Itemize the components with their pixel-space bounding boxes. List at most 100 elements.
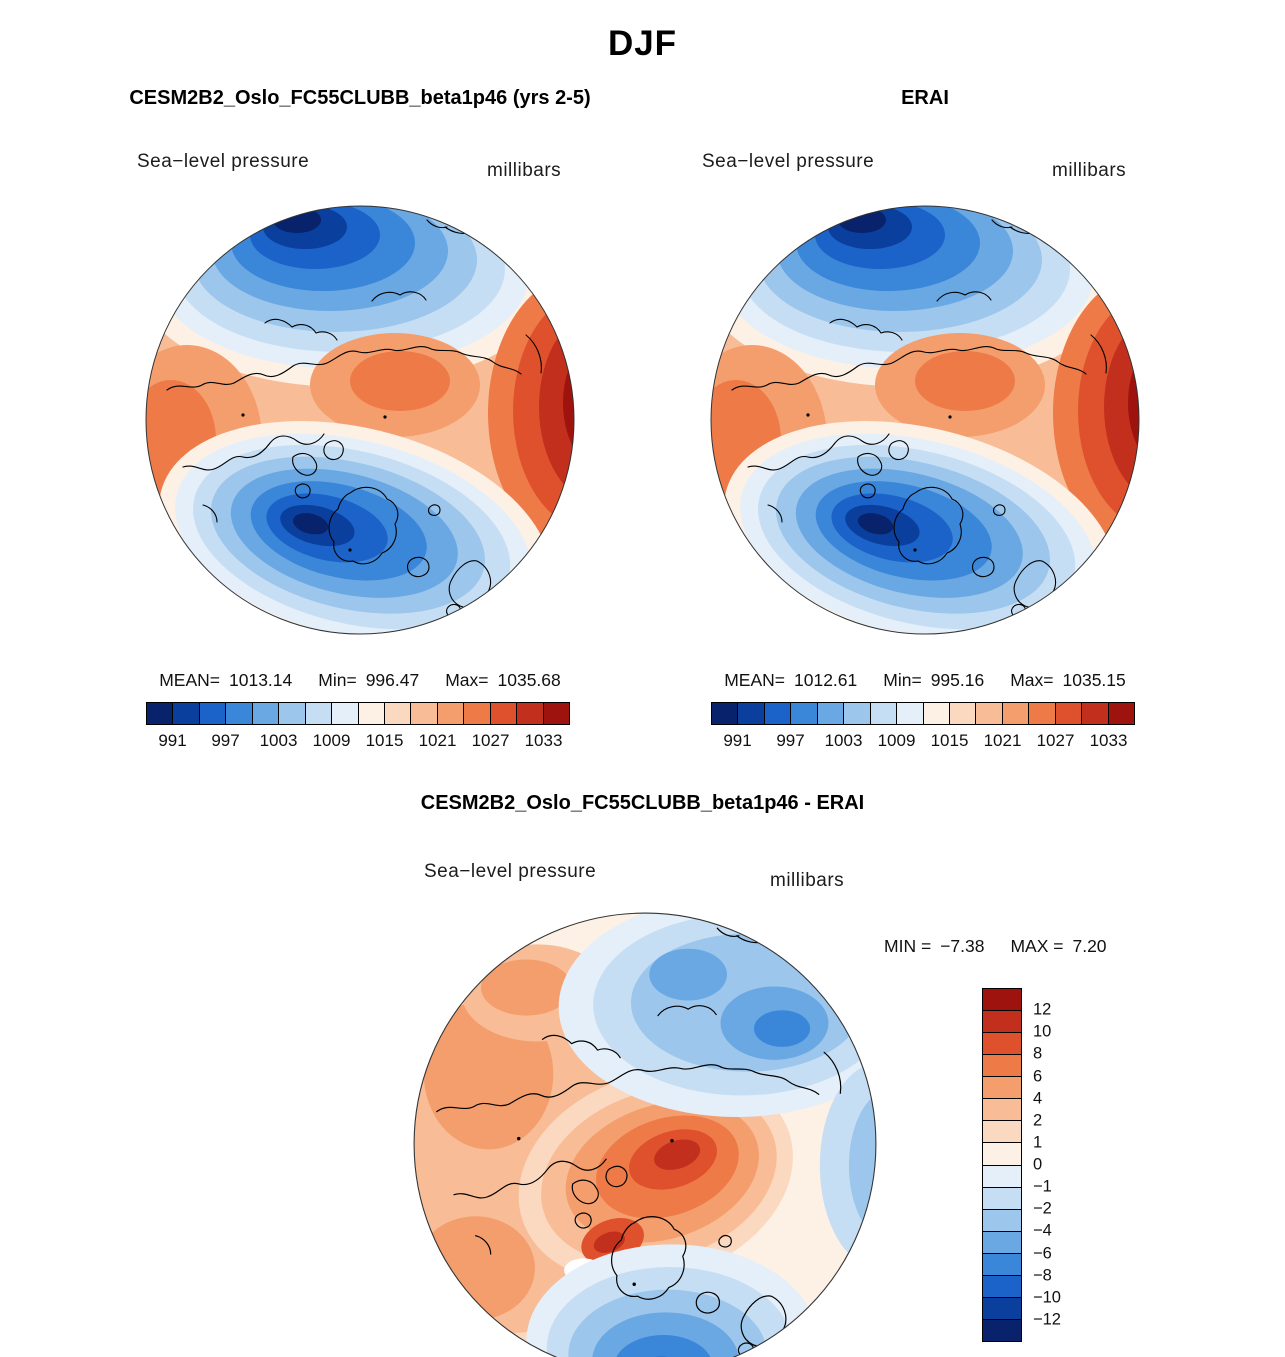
units-label-erai: millibars — [1052, 160, 1127, 181]
mean-label: MEAN= — [159, 670, 220, 690]
colorbar-segment — [923, 703, 950, 724]
colorbar-segment — [1108, 703, 1134, 724]
colorbar-diff — [982, 988, 1022, 1342]
colorbar-tick-label: 997 — [211, 731, 240, 750]
colorbar-tick-label: 997 — [776, 731, 805, 750]
field-label-erai: Sea−level pressure — [702, 151, 875, 172]
mean-value: 1013.14 — [229, 670, 293, 690]
field-label-diff: Sea−level pressure — [424, 861, 597, 882]
colorbar-tick-label: 1015 — [365, 731, 404, 750]
mean-value: 1012.61 — [794, 670, 858, 690]
min-value: −7.38 — [940, 936, 985, 956]
colorbar-segment — [983, 1077, 1021, 1100]
colorbar-tick-label: 1015 — [930, 731, 969, 750]
colorbar-tick-label: 2 — [1033, 1111, 1043, 1130]
colorbar-tick-label: 1021 — [418, 731, 457, 750]
units-label-diff: millibars — [770, 870, 845, 891]
max-value: 7.20 — [1072, 936, 1107, 956]
slp-map-erai — [710, 205, 1140, 635]
panel-title-model: CESM2B2_Oslo_FC55CLUBB_beta1p46 (yrs 2-5… — [129, 87, 591, 109]
colorbar-segment — [738, 703, 765, 724]
colorbar-segment — [983, 989, 1021, 1012]
colorbar-tick-label: −1 — [1033, 1177, 1052, 1196]
colorbar-segment — [199, 703, 227, 724]
stats-erai: MEAN= 1012.61 Min= 995.16 Max= 1035.15 — [685, 670, 1165, 691]
colorbar-tick-label: 1021 — [983, 731, 1022, 750]
colorbar-segment — [983, 1143, 1021, 1166]
colorbar-tick-label: 6 — [1033, 1067, 1043, 1085]
colorbar-segment — [464, 703, 491, 724]
colorbar-tick-label: −2 — [1033, 1199, 1052, 1218]
colorbar-tick-label: 8 — [1033, 1044, 1043, 1063]
slp-map-model — [145, 205, 575, 635]
colorbar-model — [146, 702, 570, 725]
stats-diff: MIN = −7.38 MAX = 7.20 — [884, 936, 1107, 957]
colorbar-tick-label: 1027 — [1036, 731, 1075, 750]
min-value: 995.16 — [930, 670, 985, 690]
colorbar-segment — [983, 1099, 1021, 1122]
min-label: MIN = — [884, 936, 932, 956]
colorbar-segment — [1082, 703, 1109, 724]
colorbar-segment — [983, 1319, 1021, 1341]
colorbar-tick-label: 10 — [1033, 1022, 1052, 1041]
figure-title: DJF — [607, 24, 678, 63]
colorbar-segment — [1055, 703, 1083, 724]
colorbar-tick-label: −12 — [1033, 1310, 1061, 1329]
colorbar-tick-label: −4 — [1033, 1221, 1052, 1240]
colorbar-segment — [384, 703, 412, 724]
colorbar-segment — [1029, 703, 1056, 724]
colorbar-segment — [764, 703, 792, 724]
colorbar-segment — [983, 1209, 1021, 1232]
colorbar-segment — [897, 703, 924, 724]
colorbar-segment — [279, 703, 306, 724]
colorbar-segment — [437, 703, 465, 724]
panel-title-erai: ERAI — [901, 87, 949, 109]
colorbar-segment — [226, 703, 253, 724]
max-value: 1035.68 — [497, 670, 561, 690]
colorbar-tick-label: 12 — [1033, 1000, 1052, 1019]
colorbar-ticks-erai: 991 997 1003 1009 1015 1021 1027 1033 — [711, 731, 1135, 753]
colorbar-tick-label: 991 — [723, 731, 752, 750]
min-value: 996.47 — [365, 670, 420, 690]
colorbar-segment — [543, 703, 569, 724]
colorbar-segment — [332, 703, 359, 724]
max-value: 1035.15 — [1062, 670, 1126, 690]
colorbar-segment — [173, 703, 200, 724]
colorbar-segment — [949, 703, 977, 724]
colorbar-tick-label: 1027 — [471, 731, 510, 750]
stats-model: MEAN= 1013.14 Min= 996.47 Max= 1035.68 — [120, 670, 600, 691]
colorbar-segment — [983, 1253, 1021, 1276]
colorbar-tick-label: 1009 — [877, 731, 916, 750]
colorbar-tick-label: −10 — [1033, 1288, 1061, 1307]
colorbar-segment — [147, 703, 174, 724]
colorbar-segment — [976, 703, 1003, 724]
colorbar-segment — [712, 703, 739, 724]
max-label: MAX = — [1010, 936, 1064, 956]
colorbar-segment — [517, 703, 544, 724]
field-label-model: Sea−level pressure — [137, 151, 310, 172]
colorbar-segment — [983, 1055, 1021, 1078]
colorbar-segment — [983, 1275, 1021, 1298]
colorbar-tick-label: 4 — [1033, 1089, 1043, 1108]
colorbar-tick-label: 1003 — [259, 731, 298, 750]
min-label: Min= — [318, 670, 357, 690]
colorbar-segment — [983, 1033, 1021, 1056]
colorbar-tick-label: 1003 — [824, 731, 863, 750]
colorbar-segment — [305, 703, 333, 724]
colorbar-tick-label: 991 — [158, 731, 187, 750]
colorbar-erai — [711, 702, 1135, 725]
colorbar-tick-label: 0 — [1033, 1155, 1043, 1174]
colorbar-ticks-model: 991 997 1003 1009 1015 1021 1027 1033 — [146, 731, 570, 753]
colorbar-segment — [983, 1187, 1021, 1210]
colorbar-tick-label: 1033 — [524, 731, 563, 750]
colorbar-segment — [983, 1011, 1021, 1034]
colorbar-segment — [411, 703, 438, 724]
colorbar-segment — [791, 703, 818, 724]
colorbar-segment — [817, 703, 845, 724]
colorbar-segment — [490, 703, 518, 724]
colorbar-segment — [1002, 703, 1030, 724]
colorbar-ticks-diff: 12 10 8 6 4 2 1 0 −1 −2 −4 −6 −8 −10 −12 — [1033, 988, 1093, 1342]
max-label: Max= — [1010, 670, 1054, 690]
colorbar-segment — [870, 703, 898, 724]
